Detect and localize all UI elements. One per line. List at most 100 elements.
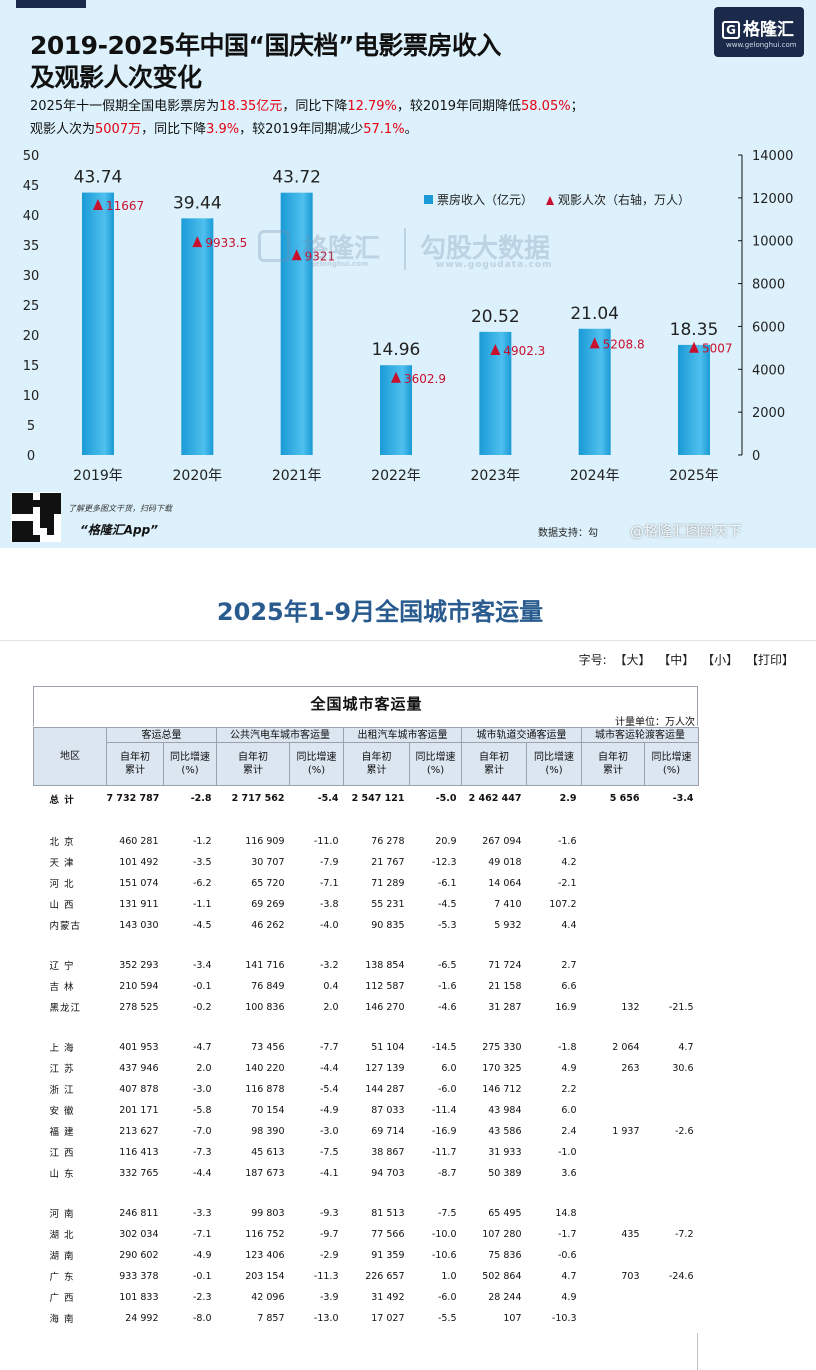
cumulative-cell: 151 074 <box>119 877 159 889</box>
cumulative-cell: 435 <box>621 1228 640 1240</box>
data-source-note: 数据支持：勾 <box>538 528 598 539</box>
region-cell: 江 西 <box>49 1148 75 1159</box>
cumulative-cell: 107 <box>503 1312 522 1324</box>
watermark-gelonghui-sub: gelonghui.com <box>310 260 369 268</box>
yoy-cell: -4.5 <box>437 898 457 910</box>
yoy-cell: -4.9 <box>319 1104 339 1116</box>
cumulative-cell: 5 932 <box>494 919 522 931</box>
yoy-cell: -1.8 <box>557 1041 577 1053</box>
summary-highlight: 18.35亿元 <box>219 99 283 114</box>
qr-module <box>54 493 61 500</box>
yoy-cell <box>645 1308 699 1329</box>
cumulative-cell <box>582 1245 645 1266</box>
qr-module <box>40 500 47 507</box>
y-left-tick-label: 15 <box>23 359 40 374</box>
yoy-cell: 2.7 <box>561 959 577 971</box>
yoy-cell: -5.5 <box>437 1312 457 1324</box>
yoy-cell: 4.2 <box>561 856 577 868</box>
qr-module <box>19 535 26 542</box>
cumulative-cell: 226 657 <box>365 1270 405 1282</box>
yoy-cell: -4.5 <box>192 919 212 931</box>
y-left-tick-label: 20 <box>23 329 40 344</box>
cumulative-cell: 50 389 <box>488 1167 522 1179</box>
yoy-cell: 0.4 <box>323 980 339 992</box>
yoy-cell: -3.0 <box>192 1083 212 1095</box>
yoy-cell: -24.6 <box>668 1270 694 1282</box>
table-spacer-row <box>34 936 699 955</box>
table-row: 湖 南 290 602 -4.9 123 406 -2.9 91 359 -10.6 75 8… <box>34 1245 699 1266</box>
spacer-cell <box>34 812 699 831</box>
cumulative-cell: 2 064 <box>612 1041 640 1053</box>
yoy-cell: -7.9 <box>319 856 339 868</box>
qr-module <box>12 528 19 535</box>
yoy-cell: -5.0 <box>435 793 457 805</box>
print-link[interactable]: 【打印】 <box>745 653 794 667</box>
cumulative-cell <box>582 1163 645 1184</box>
yoy-cell: -4.4 <box>319 1062 339 1074</box>
col-header-yoy: 同比增速 (%) <box>289 742 344 786</box>
table-title-box: 全国城市客运量 计量单位：万人次 <box>33 686 698 728</box>
summary-highlight: 12.79% <box>347 99 397 114</box>
qr-module <box>12 535 19 542</box>
qr-module <box>47 507 54 514</box>
yoy-cell <box>645 1100 699 1121</box>
cumulative-cell: 407 878 <box>119 1083 159 1095</box>
y-right-tick-label: 2000 <box>752 406 785 421</box>
yoy-cell <box>645 1287 699 1308</box>
yoy-cell: -21.5 <box>668 1001 694 1013</box>
yoy-cell <box>645 976 699 997</box>
yoy-cell: 107.2 <box>549 898 577 910</box>
cumulative-cell: 71 289 <box>371 877 405 889</box>
chart-title-line2: 及观影人次变化 <box>30 63 202 92</box>
qr-caption: 了解更多图文干货，扫码下载 <box>68 504 172 513</box>
y-left-tick-label: 30 <box>23 269 40 284</box>
cumulative-cell: 2 717 562 <box>231 793 285 805</box>
font-size-controls: 字号: 【大】 【中】 【小】 【打印】 <box>575 651 794 668</box>
summary-highlight: 5007万 <box>95 122 142 137</box>
cumulative-cell: 132 <box>621 1001 640 1013</box>
col-group-taxi: 出租汽车城市客运量 <box>343 727 462 743</box>
cumulative-cell: 7 410 <box>494 898 522 910</box>
col-group-ferry: 城市客运轮渡客运量 <box>581 727 699 743</box>
attendance-marker <box>490 343 501 355</box>
table-row: 天 津 101 492 -3.5 30 707 -7.9 21 767 -12.3 49 01… <box>34 852 699 873</box>
cumulative-cell: 141 716 <box>245 959 285 971</box>
font-size-large-link[interactable]: 【大】 <box>614 653 651 667</box>
y-left-tick-label: 50 <box>23 149 40 164</box>
attendance-value-label: 5007 <box>702 342 733 356</box>
font-size-small-link[interactable]: 【小】 <box>702 653 739 667</box>
spacer-cell <box>34 1184 699 1203</box>
box-office-chart: 0 5 10 15 20 25 30 35 40 45 50 0 2000 4000 6000 8000 100… <box>23 149 794 484</box>
legend-marker-label: 观影人次（右轴，万人） <box>558 192 690 207</box>
yoy-cell: -8.0 <box>192 1312 212 1324</box>
yoy-cell: -2.3 <box>192 1291 212 1303</box>
qr-module <box>54 500 61 507</box>
cumulative-cell: 5 656 <box>609 793 640 805</box>
cumulative-cell: 76 849 <box>251 980 285 992</box>
yoy-cell <box>645 894 699 915</box>
region-cell: 北 京 <box>49 837 75 848</box>
yoy-cell: -6.2 <box>192 877 212 889</box>
brand-name: 格隆汇 <box>743 20 794 40</box>
cumulative-cell: 24 992 <box>125 1312 159 1324</box>
table-total-row: 总 计 7 732 787 -2.8 2 717 562 -5.4 2 547 121 -5… <box>34 786 699 812</box>
cumulative-cell <box>582 1100 645 1121</box>
cumulative-cell: 90 835 <box>371 919 405 931</box>
yoy-cell: -4.9 <box>192 1249 212 1261</box>
qr-module <box>26 493 33 500</box>
cumulative-cell: 263 <box>621 1062 640 1074</box>
cumulative-cell: 69 714 <box>371 1125 405 1137</box>
font-size-medium-link[interactable]: 【中】 <box>658 653 695 667</box>
watermark-gogudata-sub: www.gogudata.com <box>436 260 553 270</box>
cumulative-cell: 75 836 <box>488 1249 522 1261</box>
table-row: 河 南 246 811 -3.3 99 803 -9.3 81 513 -7.5 65 495… <box>34 1203 699 1224</box>
cumulative-cell: 138 854 <box>365 959 405 971</box>
passenger-volume-table: 地区 客运总量 公共汽电车城市客运量 出租汽车城市客运量 城市轨道交通客运量 城… <box>33 727 699 1329</box>
x-tick-label: 2019年 <box>73 468 123 484</box>
yoy-cell: -2.1 <box>557 877 577 889</box>
cumulative-cell: 101 492 <box>119 856 159 868</box>
yoy-cell: 4.9 <box>561 1291 577 1303</box>
yoy-cell: -12.3 <box>431 856 457 868</box>
table-spacer-row <box>34 1184 699 1203</box>
title-divider <box>0 640 816 641</box>
